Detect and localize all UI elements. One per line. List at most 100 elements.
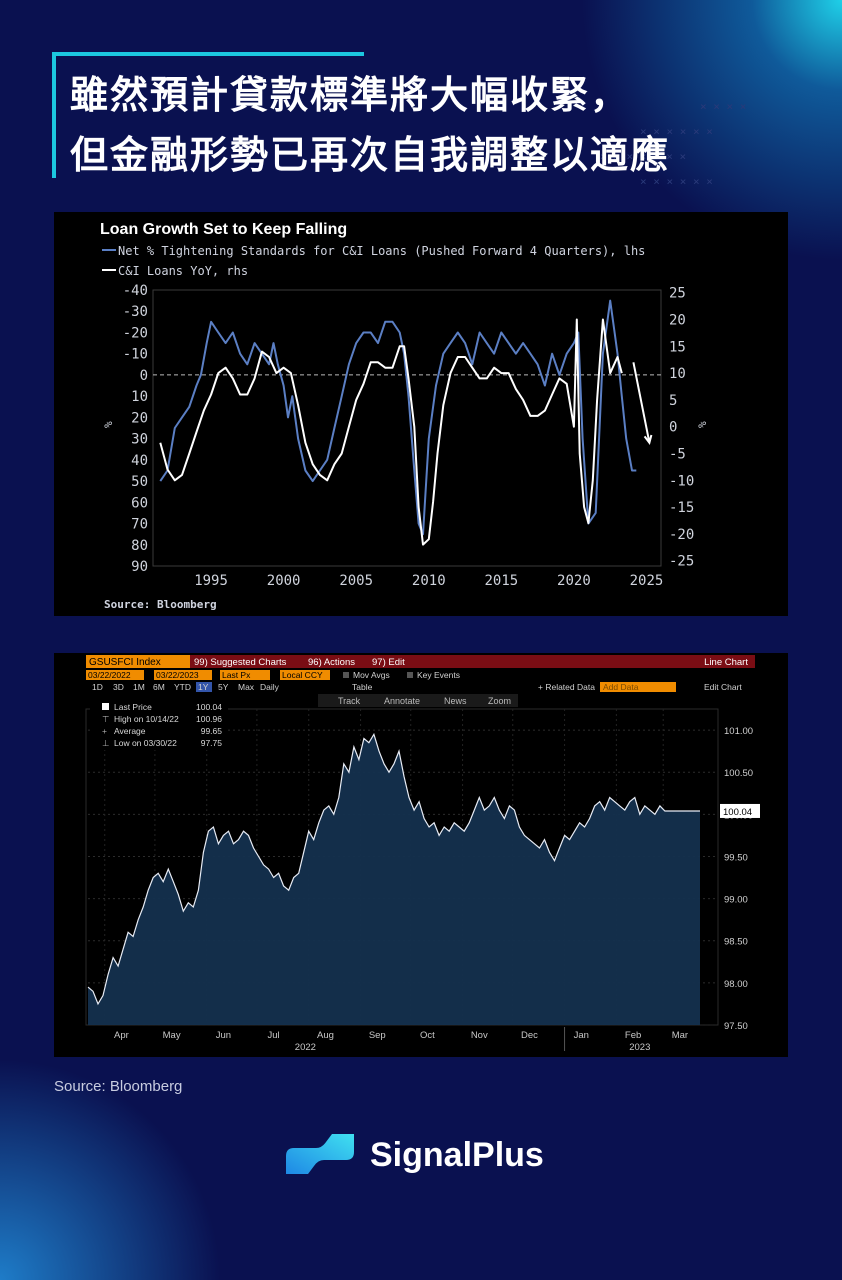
ticker-field[interactable] [86, 655, 190, 668]
x-tick-label: 2010 [412, 573, 446, 589]
period-button-daily[interactable]: Daily [260, 682, 280, 692]
plot-area [152, 289, 662, 567]
bbg-month-label: Nov [471, 1030, 488, 1041]
zoom-tool[interactable]: Zoom [488, 696, 511, 706]
stat-value-last-price: 100.04 [196, 702, 222, 712]
ci-loans-series-line [159, 318, 623, 546]
bloomberg-fci-chart: GSUSFCI Index 99) Suggested Charts 96) A… [54, 653, 788, 1057]
bbg-x-ticks: Apr May Jun Jul Aug Sep Oct Nov Dec Jan Feb Mar 2022… [114, 1027, 688, 1053]
bbg-y-tick-label: 98.00 [724, 979, 748, 990]
x-axis-ticks: 1995 2000 2005 2010 2015 2020 2025 [194, 573, 663, 589]
last-price-swatch [102, 703, 109, 710]
key-events-label: Key Events [417, 670, 460, 680]
bbg-month-label: Jan [574, 1030, 589, 1041]
left-tick-label: 80 [131, 538, 148, 554]
left-axis-label: % [102, 421, 115, 428]
period-button-1y[interactable]: 1Y [198, 682, 209, 692]
last-px-label: Last Px [222, 670, 251, 680]
right-tick-label: 25 [669, 286, 686, 302]
bbg-month-label: Sep [369, 1030, 386, 1041]
period-button-6m[interactable]: 6M [153, 682, 165, 692]
loan-growth-chart: Loan Growth Set to Keep Falling Net % Ti… [54, 212, 788, 616]
stat-label-average: Average [114, 726, 146, 736]
right-axis-ticks: 25 20 15 10 5 0 -5 -10 -15 -20 -25 [669, 286, 694, 570]
end-date-field[interactable] [154, 670, 212, 680]
left-tick-label: -10 [123, 347, 148, 363]
stat-value-average: 99.65 [201, 726, 223, 736]
chart-source: Source: Bloomberg [104, 598, 217, 611]
related-data-menu[interactable]: + Related Data [538, 682, 595, 692]
chart-kind-label: Line Chart [704, 657, 748, 668]
left-tick-label: -40 [123, 283, 148, 299]
fci-area-fill [88, 734, 700, 1025]
key-events-checkbox[interactable] [407, 672, 413, 678]
bbg-y-tick-label: 99.50 [724, 852, 748, 863]
signalplus-logo-icon [286, 1134, 354, 1174]
chart-tools-bar [318, 694, 518, 707]
bbg-month-label: Aug [317, 1030, 334, 1041]
series-lines [153, 299, 661, 546]
suggested-charts-menu[interactable]: 99) Suggested Charts [194, 657, 287, 668]
tightening-series-line [159, 299, 637, 536]
edit-chart-button[interactable]: Edit Chart [704, 682, 742, 692]
edit-menu[interactable]: 97) Edit [372, 657, 405, 668]
left-tick-label: 60 [131, 495, 148, 511]
x-tick-label: 2005 [339, 573, 373, 589]
bbg-month-label: Apr [114, 1030, 129, 1041]
headline-line-1: 雖然預計貸款標準將大幅收緊， [70, 73, 631, 117]
news-tool[interactable]: News [444, 696, 467, 706]
left-axis-ticks: -40 -30 -20 -10 0 10 20 30 40 50 60 70 80 90 [123, 283, 148, 575]
last-px-field[interactable] [220, 670, 270, 680]
last-value-tag-label: 100.04 [723, 807, 752, 818]
right-tick-label: -15 [669, 500, 694, 516]
left-tick-label: 0 [140, 368, 148, 384]
bbg-series [87, 732, 700, 1025]
bbg-y-tick-label: 98.50 [724, 937, 748, 948]
actions-menu[interactable]: 96) Actions [308, 657, 355, 668]
bbg-month-label: Dec [521, 1030, 538, 1041]
stat-value-low: 97.75 [201, 738, 223, 748]
bbg-year-label: 2023 [629, 1042, 650, 1053]
add-data-field[interactable] [600, 682, 676, 692]
start-date: 03/22/2022 [88, 670, 131, 680]
stat-value-high: 100.96 [196, 714, 222, 724]
bbg-month-label: Mar [672, 1030, 688, 1041]
footer-source: Source: Bloomberg [54, 1078, 183, 1095]
loan-growth-chart-svg: Loan Growth Set to Keep Falling Net % Ti… [100, 221, 709, 611]
stat-label-low: Low on 03/30/22 [114, 738, 177, 748]
headline-accent-bar-left [52, 52, 56, 178]
ticker-label: GSUSFCI Index [89, 657, 161, 668]
start-date-field[interactable] [86, 670, 144, 680]
left-tick-label: -20 [123, 325, 148, 341]
bbg-year-label: 2022 [295, 1042, 316, 1053]
period-button-1m[interactable]: 1M [133, 682, 145, 692]
brand-name: SignalPlus [370, 1136, 544, 1174]
x-tick-label: 2020 [557, 573, 591, 589]
right-tick-label: 0 [669, 420, 677, 436]
period-buttons: 1D 3D 1M 6M YTD 1Y 5Y Max Daily [92, 682, 280, 692]
legend-ci-loans: C&I Loans YoY, rhs [118, 264, 248, 278]
bbg-y-tick-label: 100.50 [724, 768, 753, 779]
bbg-y-ticks: 101.00100.50100.0099.5099.0098.5098.0097… [720, 726, 760, 1032]
track-tool[interactable]: Track [338, 696, 361, 706]
currency-field[interactable] [280, 670, 330, 680]
add-data-label: Add Data [603, 682, 639, 692]
average-marker-icon: + [102, 726, 107, 736]
bbg-month-label: Jul [268, 1030, 280, 1041]
signalplus-brand: SignalPlus [282, 1130, 582, 1186]
stats-legend: Last Price 100.04 ⊤ High on 10/14/22 100… [90, 700, 228, 750]
annotate-tool[interactable]: Annotate [384, 696, 420, 706]
right-tick-label: -25 [669, 554, 694, 570]
period-button-1d[interactable]: 1D [92, 682, 103, 692]
x-tick-label: 2025 [630, 573, 664, 589]
period-button-3d[interactable]: 3D [113, 682, 124, 692]
left-tick-label: 40 [131, 453, 148, 469]
period-button-max[interactable]: Max [238, 682, 255, 692]
period-button-5y[interactable]: 5Y [218, 682, 229, 692]
right-tick-label: 10 [669, 366, 686, 382]
mov-avgs-label: Mov Avgs [353, 670, 390, 680]
period-button-ytd[interactable]: YTD [174, 682, 191, 692]
bloomberg-title-bar [86, 655, 755, 668]
table-toggle[interactable]: Table [352, 682, 373, 692]
mov-avgs-checkbox[interactable] [343, 672, 349, 678]
